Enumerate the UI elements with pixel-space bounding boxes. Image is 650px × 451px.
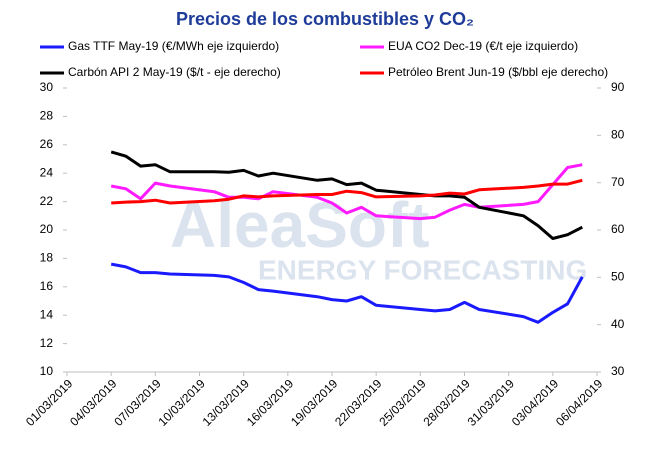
series-line [110, 150, 583, 240]
x-tick-label: 07/03/2019 [111, 376, 164, 429]
x-tick-label: 03/04/2019 [509, 376, 562, 429]
legend-label: Gas TTF May-19 (€/MWh eje izquierdo) [68, 39, 279, 53]
y-tick-label: 24 [40, 165, 54, 179]
legend-label: EUA CO2 Dec-19 (€/t eje izquierdo) [388, 39, 578, 53]
y2-tick-label: 40 [611, 317, 625, 331]
x-tick-label: 04/03/2019 [67, 376, 120, 429]
y-tick-label: 16 [40, 279, 54, 293]
y-tick-label: 12 [40, 336, 54, 350]
y-tick-label: 26 [40, 137, 54, 151]
x-tick-label: 22/03/2019 [332, 376, 385, 429]
series-line [110, 262, 584, 324]
chart-title: Precios de los combustibles y CO₂ [176, 9, 474, 29]
watermark: ENERGY FORECASTING [258, 254, 587, 285]
x-tick-label: 25/03/2019 [376, 376, 429, 429]
y-tick-label: 22 [40, 194, 54, 208]
y-tick-label: 30 [40, 80, 54, 94]
y2-tick-label: 90 [611, 80, 625, 94]
series-line [111, 178, 583, 205]
y-tick-label: 14 [40, 307, 54, 321]
legend-label: Petróleo Brent Jun-19 ($/bbl eje derecho… [388, 65, 608, 79]
y2-tick-label: 50 [611, 270, 625, 284]
x-tick-label: 01/03/2019 [23, 376, 76, 429]
x-tick-label: 13/03/2019 [200, 376, 253, 429]
x-tick-label: 10/03/2019 [155, 376, 208, 429]
series-line [110, 163, 583, 221]
y-tick-label: 10 [40, 364, 54, 378]
y-tick-label: 28 [40, 109, 54, 123]
x-tick-label: 31/03/2019 [465, 376, 518, 429]
x-tick-label: 19/03/2019 [288, 376, 341, 429]
legend-label: Carbón API 2 May-19 ($/t - eje derecho) [68, 65, 281, 79]
y-tick-label: 18 [40, 251, 54, 265]
x-tick-label: 06/04/2019 [553, 376, 606, 429]
x-tick-label: 16/03/2019 [244, 376, 297, 429]
y-tick-label: 20 [40, 222, 54, 236]
x-tick-label: 28/03/2019 [420, 376, 473, 429]
y2-tick-label: 80 [611, 128, 625, 142]
y2-tick-label: 30 [611, 364, 625, 378]
y2-tick-label: 60 [611, 222, 625, 236]
y2-tick-label: 70 [611, 175, 625, 189]
